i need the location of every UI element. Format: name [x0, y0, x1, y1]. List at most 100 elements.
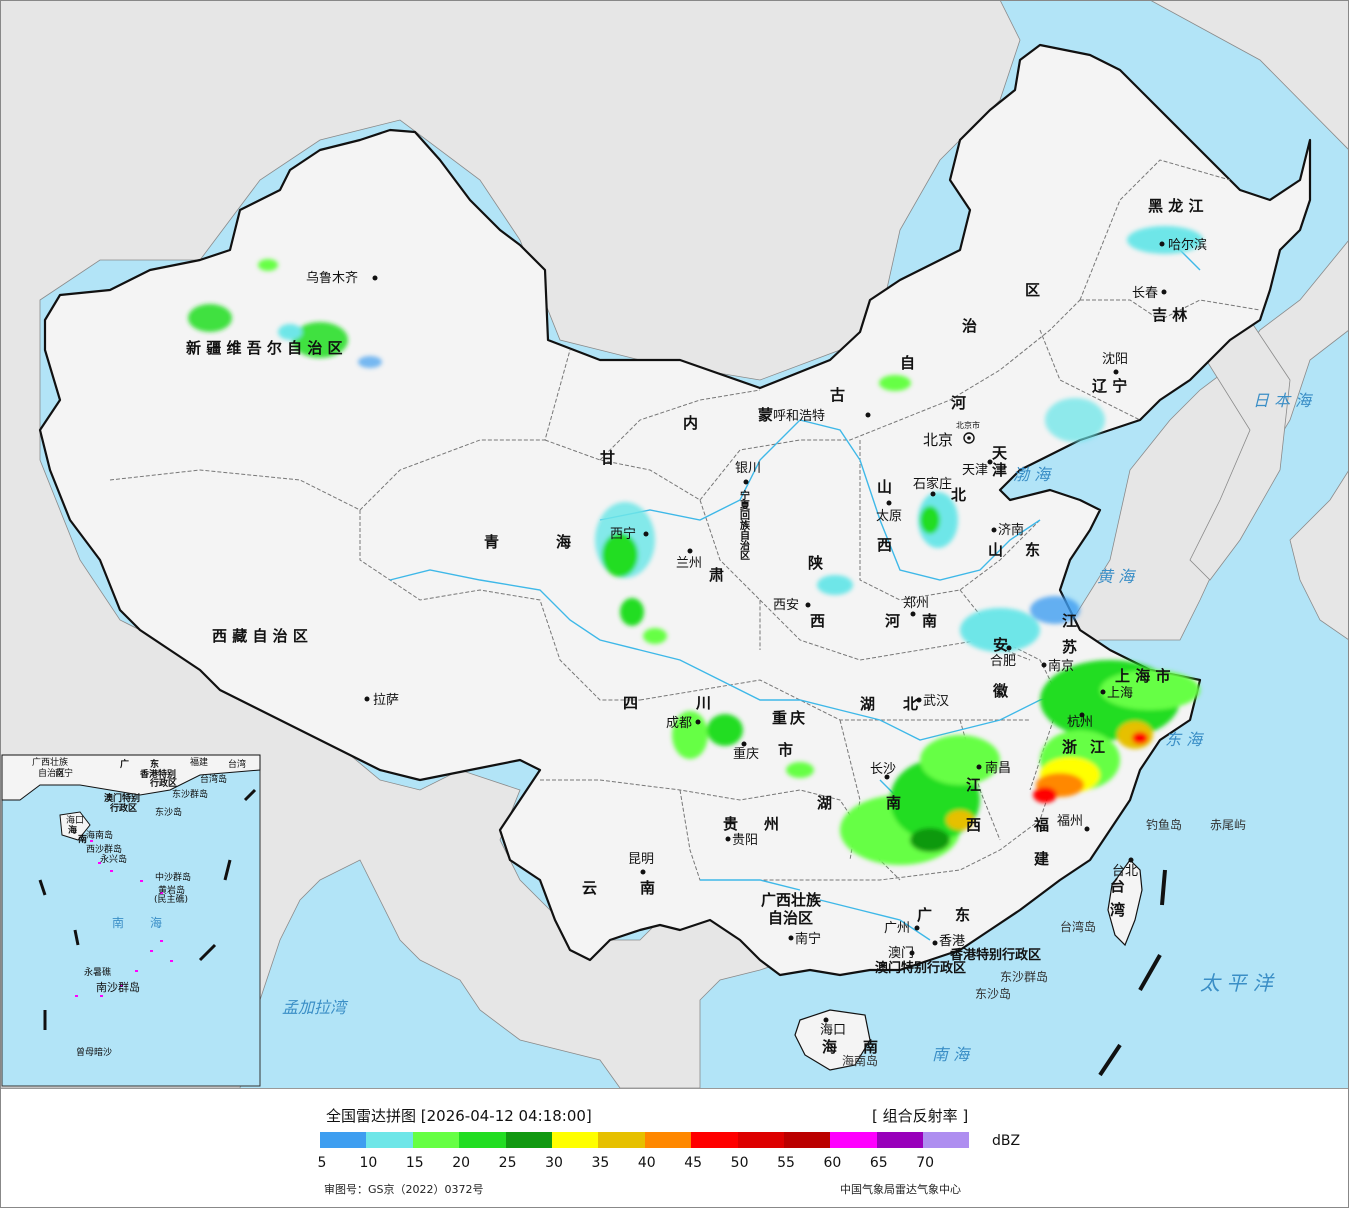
label-liaoning: 辽 宁: [1092, 377, 1127, 395]
label-zhe: 浙: [1062, 738, 1077, 756]
label-hu-hn: 湖: [817, 794, 832, 812]
legend-panel: 全国雷达拼图 [2026-04-12 04:18:00] [ 组合反射率 ] d…: [0, 1088, 1349, 1209]
product-name: [ 组合反射率 ]: [872, 1107, 969, 1125]
label-nan-yn: 南: [640, 879, 655, 897]
svg-text:重庆: 重庆: [733, 746, 759, 762]
svg-text:南京: 南京: [1048, 658, 1074, 674]
label-dong-sd: 东: [1025, 541, 1040, 559]
svg-text:海南岛: 海南岛: [86, 829, 113, 841]
svg-text:行政区: 行政区: [149, 777, 177, 789]
color-swatch-70: [923, 1132, 970, 1148]
china-land: [38, 43, 1312, 977]
svg-text:海: 海: [68, 824, 77, 836]
color-swatch-5: [320, 1132, 367, 1148]
svg-text:自治区: 自治区: [38, 767, 65, 779]
island-labels: 钓鱼岛 赤尾屿 台湾岛 东沙群岛 东沙岛 海南岛: [842, 817, 1246, 1068]
label-si: 四: [623, 694, 638, 712]
color-swatch-40: [644, 1132, 692, 1148]
svg-text:海南岛: 海南岛: [842, 1053, 878, 1068]
tick-label: 60: [823, 1155, 842, 1171]
label-tai: 台: [1110, 877, 1125, 895]
tick-label: 50: [730, 1155, 749, 1171]
svg-text:台湾岛: 台湾岛: [1060, 919, 1096, 934]
label-jin: 津: [992, 461, 1007, 479]
sea-boundary-line: [1098, 869, 1167, 1077]
label-shi-cq: 市: [778, 741, 793, 759]
label-nan-hainan: 南: [863, 1038, 878, 1056]
svg-text:西宁: 西宁: [610, 526, 636, 542]
tick-label: 35: [591, 1155, 610, 1171]
svg-text:行政区: 行政区: [109, 802, 137, 814]
label-gu: 古: [830, 386, 845, 404]
tick-label: 15: [405, 1155, 424, 1171]
svg-text:东沙岛: 东沙岛: [155, 806, 182, 818]
label-zhi: 治: [962, 317, 977, 335]
svg-text:北京市: 北京市: [956, 420, 980, 430]
color-swatch-65: [876, 1132, 924, 1148]
city-dots: [364, 241, 1167, 1023]
label-hui: 徽: [992, 682, 1009, 700]
label-chong: 重: [772, 709, 787, 727]
label-su-gs: 肃: [709, 566, 724, 584]
tick-label: 65: [869, 1155, 888, 1171]
label-jiang-zj: 江: [1090, 738, 1105, 756]
svg-text:中沙群岛: 中沙群岛: [155, 871, 191, 883]
color-swatch-60: [830, 1132, 877, 1148]
label-jilin: 吉 林: [1152, 306, 1188, 324]
label-fu: 福: [1033, 816, 1049, 834]
svg-text:南宁: 南宁: [795, 931, 821, 947]
svg-text:东沙群岛: 东沙群岛: [172, 788, 208, 800]
svg-text:呼和浩特: 呼和浩特: [773, 409, 825, 424]
label-xi-jx: 西: [966, 816, 981, 834]
svg-text:太原: 太原: [876, 509, 902, 524]
svg-text:上海: 上海: [1107, 686, 1133, 701]
label-gui: 贵: [723, 815, 738, 833]
svg-text:北京: 北京: [923, 431, 953, 449]
label-nei: 内: [683, 414, 698, 432]
label-su-js: 苏: [1062, 638, 1077, 656]
svg-text:昆明: 昆明: [628, 852, 654, 867]
color-swatch-30: [551, 1132, 599, 1148]
tick-label: 20: [452, 1155, 471, 1171]
unit-label: dBZ: [992, 1133, 1021, 1149]
svg-text:广: 广: [120, 758, 129, 770]
province-labels: 黑 龙 江 吉 林 辽 宁 内 蒙 古 自 治 区 新 疆 维 吾 尔 自 治 …: [186, 197, 1203, 1056]
svg-text:银川: 银川: [735, 461, 761, 476]
svg-text:孟加拉湾: 孟加拉湾: [282, 998, 349, 1017]
label-nan-hen: 南: [922, 612, 937, 630]
svg-text:黄 海: 黄 海: [1097, 567, 1136, 586]
svg-text:杭州: 杭州: [1067, 715, 1093, 730]
ningxia-label: 宁夏回族自治区: [738, 489, 751, 560]
south-china-sea-inset[interactable]: 广西壮族 自治区 广 东 福建 台湾 南宁 香港特别 行政区 澳门特别 行政区 …: [1, 754, 261, 1087]
color-scale-bar: [320, 1132, 970, 1148]
label-shan-shx: 陕: [808, 554, 823, 572]
taiwan-island: [1107, 859, 1143, 947]
svg-text:南: 南: [112, 915, 124, 930]
label-qing: 青: [484, 533, 499, 551]
svg-text:合肥: 合肥: [990, 654, 1016, 669]
svg-text:成都: 成都: [666, 716, 692, 731]
svg-text:石家庄: 石家庄: [913, 476, 952, 492]
label-zhou: 州: [763, 815, 779, 833]
svg-text:福建: 福建: [190, 756, 208, 768]
label-wan: 湾: [1110, 901, 1125, 919]
svg-text:长沙: 长沙: [870, 762, 896, 777]
color-swatch-15: [412, 1132, 460, 1148]
label-dong-gd: 东: [955, 906, 970, 924]
label-gan: 甘: [600, 449, 615, 467]
label-nan-hn: 南: [886, 794, 901, 812]
label-hu-hb: 湖: [860, 695, 875, 713]
radar-map[interactable]: 黑 龙 江 吉 林 辽 宁 内 蒙 古 自 治 区 新 疆 维 吾 尔 自 治 …: [0, 0, 1349, 1088]
tick-label: 30: [545, 1155, 563, 1171]
color-swatch-10: [366, 1132, 413, 1148]
label-an: 安: [993, 636, 1008, 654]
svg-text:海口: 海口: [820, 1023, 846, 1038]
svg-text:拉萨: 拉萨: [373, 693, 399, 708]
label-guangxi-1: 广西壮族: [761, 891, 822, 909]
svg-text:郑州: 郑州: [903, 596, 929, 611]
label-hai-hainan: 海: [822, 1038, 837, 1056]
label-jiang-js: 江: [1062, 612, 1077, 630]
tick-label: 45: [684, 1155, 703, 1171]
svg-text:钓鱼岛: 钓鱼岛: [1146, 817, 1182, 832]
label-shan-sd: 山: [988, 541, 1003, 559]
